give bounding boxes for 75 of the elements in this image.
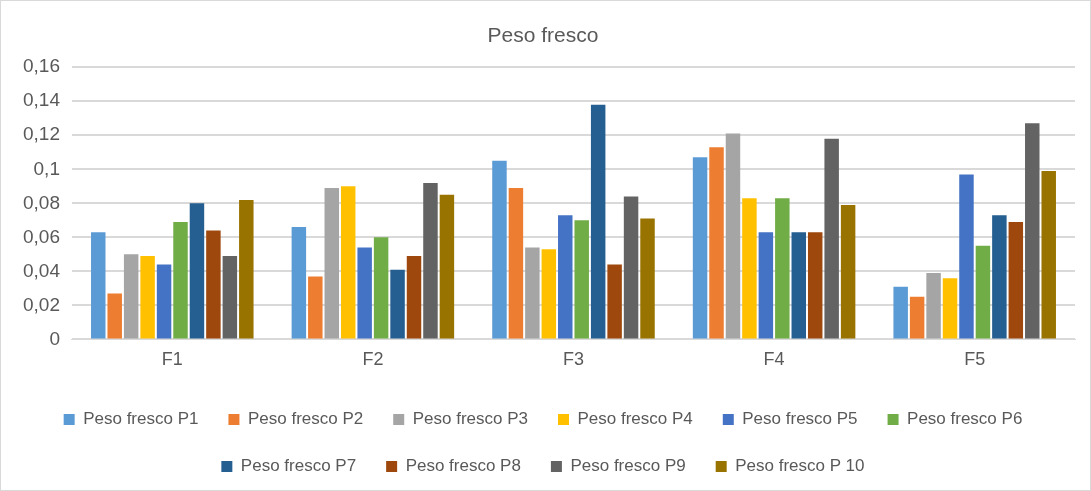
legend-label: Peso fresco P 10 xyxy=(735,456,865,476)
bar xyxy=(791,232,807,339)
bar xyxy=(942,278,958,339)
bar xyxy=(107,293,122,339)
bar xyxy=(623,196,639,339)
legend-label: Peso fresco P5 xyxy=(742,409,858,429)
bar xyxy=(156,264,172,339)
bar xyxy=(173,222,188,339)
bar xyxy=(541,249,557,339)
bar xyxy=(590,104,606,339)
bar xyxy=(1041,170,1056,339)
bar xyxy=(206,230,221,339)
bar xyxy=(725,133,741,339)
bar xyxy=(692,157,708,339)
legend-label: Peso fresco P7 xyxy=(240,456,357,476)
x-tick-label: F1 xyxy=(161,349,183,370)
bar xyxy=(91,232,106,339)
bar xyxy=(893,286,908,339)
bar xyxy=(926,273,941,339)
bar xyxy=(525,247,540,339)
bar xyxy=(373,237,389,339)
x-tick-label: F2 xyxy=(362,349,384,370)
bar xyxy=(508,187,524,339)
bar xyxy=(807,232,823,339)
bar xyxy=(291,227,307,339)
legend-label: Peso fresco P2 xyxy=(247,409,364,429)
bar xyxy=(574,220,589,339)
bar xyxy=(222,256,238,339)
bar xyxy=(909,296,925,339)
bar xyxy=(558,215,573,339)
bar xyxy=(992,215,1007,339)
bar xyxy=(1008,222,1024,339)
bar xyxy=(324,187,339,339)
bar xyxy=(775,198,790,339)
bar xyxy=(1025,123,1040,339)
bar xyxy=(959,174,974,339)
bar xyxy=(406,256,422,339)
y-tick-label: 0,1 xyxy=(33,157,60,179)
bar xyxy=(308,276,323,339)
bar xyxy=(357,247,372,339)
bar xyxy=(840,205,856,339)
y-tick-label: 0 xyxy=(49,327,60,349)
bar xyxy=(123,254,139,339)
y-tick-label: 0,16 xyxy=(23,55,60,77)
bar xyxy=(824,138,839,339)
y-tick-label: 0,12 xyxy=(23,123,60,145)
legend-label: Peso fresco P8 xyxy=(405,456,521,476)
y-tick-label: 0,14 xyxy=(23,89,61,111)
bar xyxy=(423,182,438,339)
legend-label: Peso fresco P9 xyxy=(570,456,686,476)
bar xyxy=(140,256,155,339)
bar xyxy=(607,264,622,339)
bar xyxy=(709,147,724,339)
legend-label: Peso fresco P1 xyxy=(83,409,199,429)
bar xyxy=(239,199,254,339)
bar xyxy=(189,203,205,339)
legend-label: Peso fresco P3 xyxy=(412,409,528,429)
bar xyxy=(390,269,405,339)
y-tick-label: 0,02 xyxy=(23,293,60,315)
x-tick-label: F5 xyxy=(964,349,986,370)
legend-label: Peso fresco P6 xyxy=(907,409,1023,429)
y-tick-label: 0,06 xyxy=(23,225,60,247)
bar xyxy=(640,218,655,339)
bar xyxy=(758,232,774,339)
bar xyxy=(492,160,507,339)
x-tick-label: F4 xyxy=(763,349,785,370)
y-tick-label: 0,04 xyxy=(23,259,61,281)
bar xyxy=(742,198,757,339)
legend-label: Peso fresco P4 xyxy=(577,409,693,429)
x-tick-label: F3 xyxy=(562,349,584,370)
chart-title: Peso fresco xyxy=(487,23,599,47)
bar xyxy=(340,186,356,339)
y-tick-label: 0,08 xyxy=(23,191,60,213)
bar xyxy=(975,245,991,339)
bar xyxy=(439,194,455,339)
